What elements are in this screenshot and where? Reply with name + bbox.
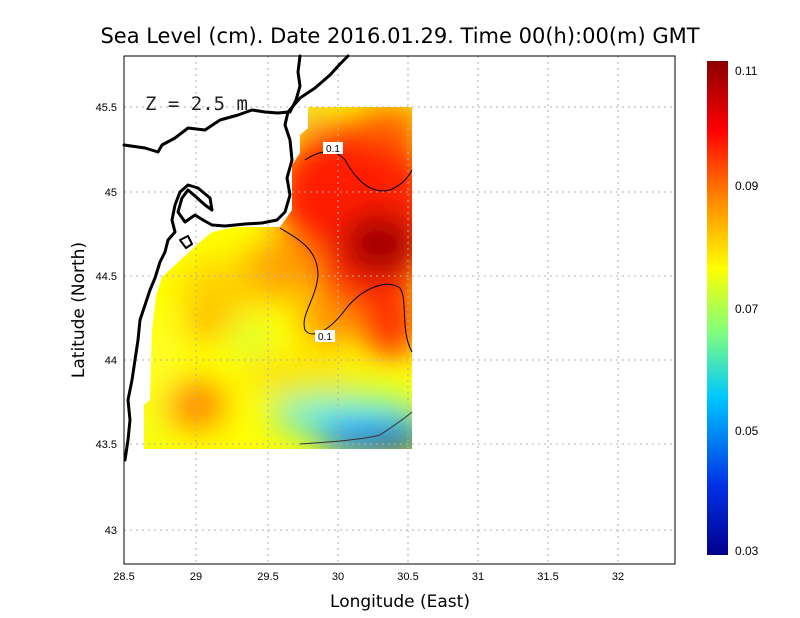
x-tick: 30.5 [397,571,418,583]
x-tick: 31 [472,571,484,583]
plot-frame [123,55,676,565]
y-tick-labels: 43 43.5 44 44.5 45 45.5 [96,102,117,537]
colorbar-tick: 0.03 [735,544,759,558]
x-tick-labels: 28.5 29 29.5 30 30.5 31 31.5 32 [113,571,624,583]
y-tick: 45 [105,187,117,199]
contour-label-2: 0.1 [315,330,335,343]
contour-line-main [279,227,413,353]
x-axis-label: Longitude (East) [330,592,470,612]
y-tick: 44.5 [96,271,117,283]
x-tick: 29.5 [257,571,278,583]
chart-title: Sea Level (cm). Date 2016.01.29. Time 00… [100,24,699,48]
x-tick: 32 [612,571,624,583]
x-tick: 28.5 [113,571,134,583]
colorbar-tick: 0.09 [735,179,759,193]
x-tick: 29 [190,571,202,583]
y-axis-label: Latitude (North) [69,242,89,378]
colorbar-tick: 0.05 [735,424,759,438]
colorbar-gradient [707,61,728,555]
contour-label-1: 0.1 [323,142,343,155]
y-tick: 43.5 [96,439,117,451]
coastline [122,54,350,462]
grid [124,56,675,564]
depth-annotation: Z = 2.5 m [145,93,248,115]
y-tick: 44 [105,355,117,367]
svg-text:0.1: 0.1 [318,332,332,343]
x-tick: 31.5 [537,571,558,583]
svg-text:0.1: 0.1 [326,144,340,155]
contour-line-south [299,411,413,445]
colorbar-tick: 0.11 [735,64,758,78]
y-tick: 43 [105,525,117,537]
colorbar: 0.03 0.05 0.07 0.09 0.11 [707,61,759,558]
colorbar-tick: 0.07 [735,302,759,316]
y-tick: 45.5 [96,102,117,114]
x-tick: 30 [332,571,344,583]
